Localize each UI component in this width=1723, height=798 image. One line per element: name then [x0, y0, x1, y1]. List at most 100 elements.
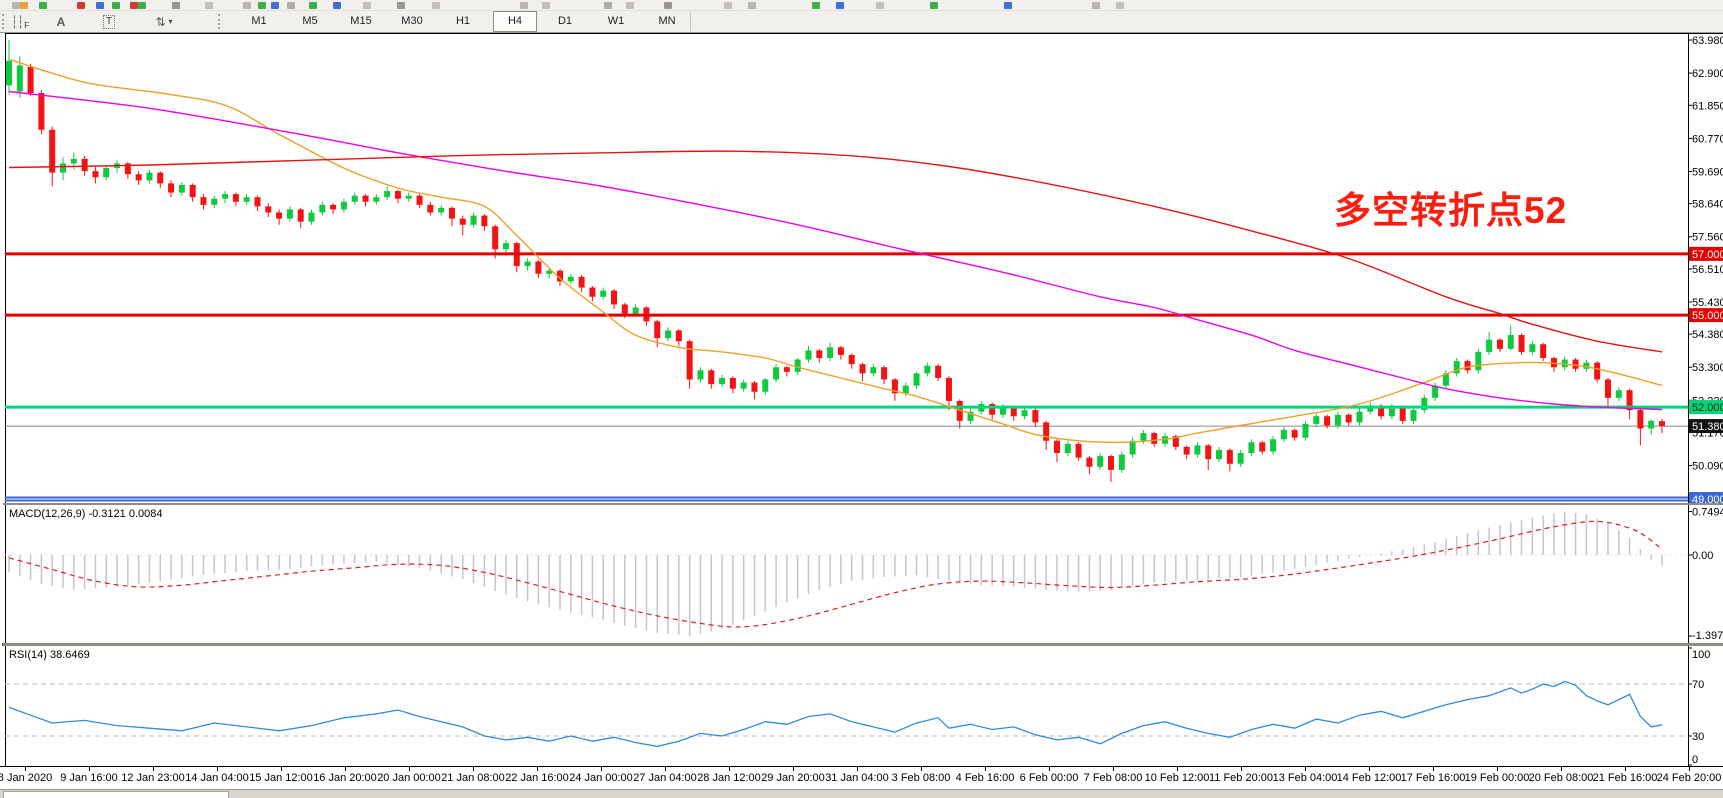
timeframe-button-h1[interactable]: H1 — [455, 15, 471, 27]
timeframe-button-m5[interactable]: M5 — [302, 15, 318, 27]
time-axis[interactable]: 8 Jan 2020 9 Jan 16:00 12 Jan 23:00 14 Jan … — [0, 766, 1723, 789]
toolbar-icon-fragment[interactable] — [748, 2, 756, 9]
price-axis-label: 62.900 — [1692, 68, 1723, 80]
candle-body — [481, 215, 488, 227]
time-axis-tick — [1049, 767, 1050, 771]
candle-body — [1216, 449, 1223, 460]
timeframe-button-mn[interactable]: MN — [658, 15, 676, 27]
toolbar-icon-fragment[interactable] — [258, 2, 266, 9]
candle-body — [16, 65, 23, 92]
toolbar-icon-fragment[interactable] — [724, 2, 732, 9]
rsi-label: RSI(14) 38.6469 — [9, 649, 90, 661]
toolbar-icon-fragment[interactable] — [812, 2, 820, 9]
rsi-indicator-pane[interactable]: 100 70 30 0 — [0, 646, 1723, 766]
timeframe-button-m1[interactable]: M1 — [251, 15, 267, 27]
candle-body — [719, 377, 726, 385]
toolbar-icon-fragment[interactable] — [397, 2, 405, 9]
toolbar-icon-fragment[interactable] — [1004, 2, 1012, 9]
candle-body — [286, 209, 293, 219]
candle-body — [1356, 411, 1363, 423]
toolbar-icon-fragment[interactable] — [930, 2, 938, 9]
toolbar-icon-fragment[interactable] — [363, 2, 371, 9]
chart-tab-sliver[interactable] — [3, 791, 229, 798]
candle-body — [1540, 344, 1547, 359]
timeframe-button-h4[interactable]: H4 — [493, 11, 537, 32]
time-axis-label: 9 Jan 16:00 — [60, 772, 118, 784]
toolbar-icon-fragment[interactable] — [96, 2, 104, 9]
toolbar-icon-fragment[interactable] — [287, 2, 295, 9]
macd-signal-line — [8, 520, 1663, 628]
time-axis-tick — [601, 767, 602, 771]
toolbar-icon-fragment[interactable] — [1092, 2, 1100, 9]
candle-body — [459, 218, 466, 225]
toolbar-icon-fragment[interactable] — [39, 2, 47, 9]
toolbar-icon-fragment[interactable] — [520, 2, 528, 9]
price-badge — [1689, 491, 1723, 505]
fibonacci-icon[interactable]: ┆┆ F — [10, 14, 30, 30]
candle-body — [697, 370, 704, 380]
timeframe-button-w1[interactable]: W1 — [607, 15, 625, 27]
toolbar-icon-fragment[interactable] — [836, 2, 844, 9]
price-badge-label: 55.000 — [1692, 310, 1723, 322]
timeframe-button-m30[interactable]: M30 — [401, 15, 423, 27]
timeframe-button-m15[interactable]: M15 — [350, 15, 372, 27]
candle-body — [243, 197, 250, 202]
candle-body — [1118, 454, 1125, 470]
toolbar-icon-fragment[interactable] — [876, 2, 884, 9]
time-axis-label: 12 Jan 23:00 — [121, 772, 185, 784]
toolbar-icon-fragment[interactable] — [271, 2, 279, 9]
candle-body — [394, 191, 401, 199]
arrows-icon[interactable]: ⇅ ▾ — [155, 14, 173, 29]
toolbar-icon-fragment[interactable] — [309, 2, 317, 9]
text-label-icon[interactable]: A — [56, 14, 66, 29]
main-chart-pane[interactable]: 63.980 62.900 61.850 60.770 59.690 58.640 57.5… — [0, 33, 1723, 505]
candle-body — [1648, 420, 1655, 429]
timeframe-button-d1[interactable]: D1 — [557, 15, 573, 27]
macd-indicator-pane[interactable]: 0.7494 0.00 -1.3973 — [0, 505, 1723, 643]
toolbar-icon-fragment[interactable] — [626, 2, 634, 9]
toolbar-grip-icon[interactable] — [2, 14, 4, 29]
candle-body — [1010, 407, 1017, 417]
toolbar-icon-fragment[interactable] — [542, 2, 550, 9]
rsi-axis-label: 0 — [1692, 754, 1698, 766]
toolbar-icon-fragment[interactable] — [20, 2, 28, 9]
time-axis-label: 31 Jan 04:00 — [825, 772, 889, 784]
candle-body — [373, 197, 380, 202]
candle-body — [1410, 410, 1417, 421]
toolbar-icon-fragment[interactable] — [333, 2, 341, 9]
toolbar-icon-fragment[interactable] — [243, 2, 251, 9]
text-box-icon[interactable]: T — [94, 12, 124, 31]
toolbar-icon-fragment[interactable] — [112, 2, 120, 9]
time-axis-label: 28 Jan 12:00 — [697, 772, 761, 784]
candle-body — [891, 379, 898, 394]
price-badge-label: 49.000 — [1692, 494, 1723, 505]
price-badge-label: 57.000 — [1692, 249, 1723, 261]
candle-body — [524, 261, 531, 267]
time-axis-tick — [1625, 767, 1626, 771]
candle-body — [794, 359, 801, 372]
toolbar-icon-fragment[interactable] — [172, 2, 180, 9]
toolbar-icon-fragment[interactable] — [77, 2, 85, 9]
chart-annotation-text[interactable]: 多空转折点52 — [1334, 190, 1568, 231]
toolbar-icon-fragment[interactable] — [12, 2, 20, 9]
toolbar-icon-fragment[interactable] — [205, 2, 213, 9]
candle-body — [999, 407, 1006, 415]
candle-body — [1205, 445, 1212, 460]
toolbar-grip-icon[interactable] — [218, 14, 220, 29]
toolbar-icon-fragment[interactable] — [664, 2, 672, 9]
time-axis-tick — [1305, 767, 1306, 771]
macd-axis-label: 0.00 — [1692, 550, 1713, 562]
toolbar-icon-fragment[interactable] — [138, 2, 146, 9]
candle-body — [1097, 456, 1104, 467]
candle-body — [1659, 421, 1665, 427]
candle-body — [168, 183, 175, 193]
toolbar-icon-fragment[interactable] — [432, 2, 440, 9]
toolbar-icon-fragment[interactable] — [604, 2, 612, 9]
time-axis-tick — [1113, 767, 1114, 771]
candle-body — [1194, 445, 1201, 455]
candle-body — [1399, 407, 1406, 421]
toolbar-icon-fragment[interactable] — [1116, 2, 1124, 9]
candle-body — [827, 347, 834, 359]
candle-body — [1053, 440, 1060, 454]
toolbar-icon-fragment[interactable] — [130, 2, 138, 9]
